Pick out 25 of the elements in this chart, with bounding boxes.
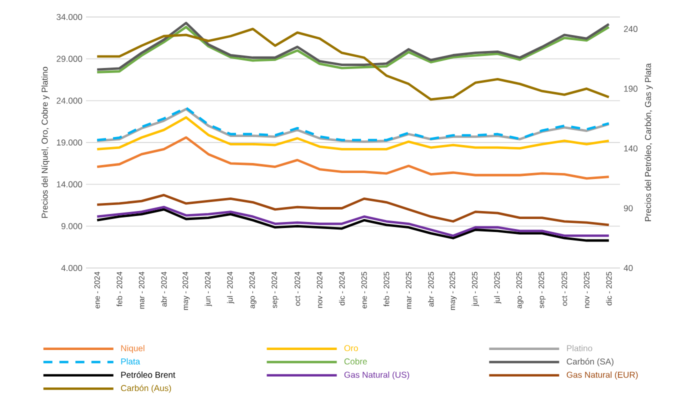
y-tick-label: 34.000: [56, 14, 82, 20]
y-tick-label: 19.000: [56, 139, 82, 146]
text: Cobre: [344, 358, 367, 364]
line-series: [96, 28, 610, 101]
text: Gas Natural (US): [344, 372, 410, 380]
y2-axis-title: Precios del Petróleo, Carbón, Gas y Plata: [644, 63, 653, 222]
text: Petróleo Brent: [121, 371, 176, 378]
y2-tick-label: 90: [624, 205, 633, 212]
text: Plata: [121, 358, 140, 364]
y-tick-label: 24.000: [56, 98, 82, 104]
y-axis-title: Precios del Níquel, Oro, Cobre y Platino: [41, 66, 50, 218]
y2-tick-label: 190: [624, 86, 638, 92]
text: Carbón (Aus): [121, 384, 171, 393]
text: Carbón (SA): [566, 358, 614, 366]
y-tick-label: 14.000: [56, 181, 82, 188]
y-tick-label: 4.000: [61, 264, 82, 272]
text: Platino: [567, 344, 592, 352]
text: Oro: [344, 345, 358, 352]
y-tick-label: 29.000: [56, 56, 82, 62]
text: Gas Natural (EUR): [566, 372, 638, 380]
y2-tick-label: 240: [624, 26, 638, 32]
text: Niquel: [121, 344, 144, 353]
y2-tick-label: 40: [624, 264, 633, 272]
y-tick-label: 9.000: [61, 223, 82, 230]
y2-tick-label: 140: [624, 145, 638, 152]
